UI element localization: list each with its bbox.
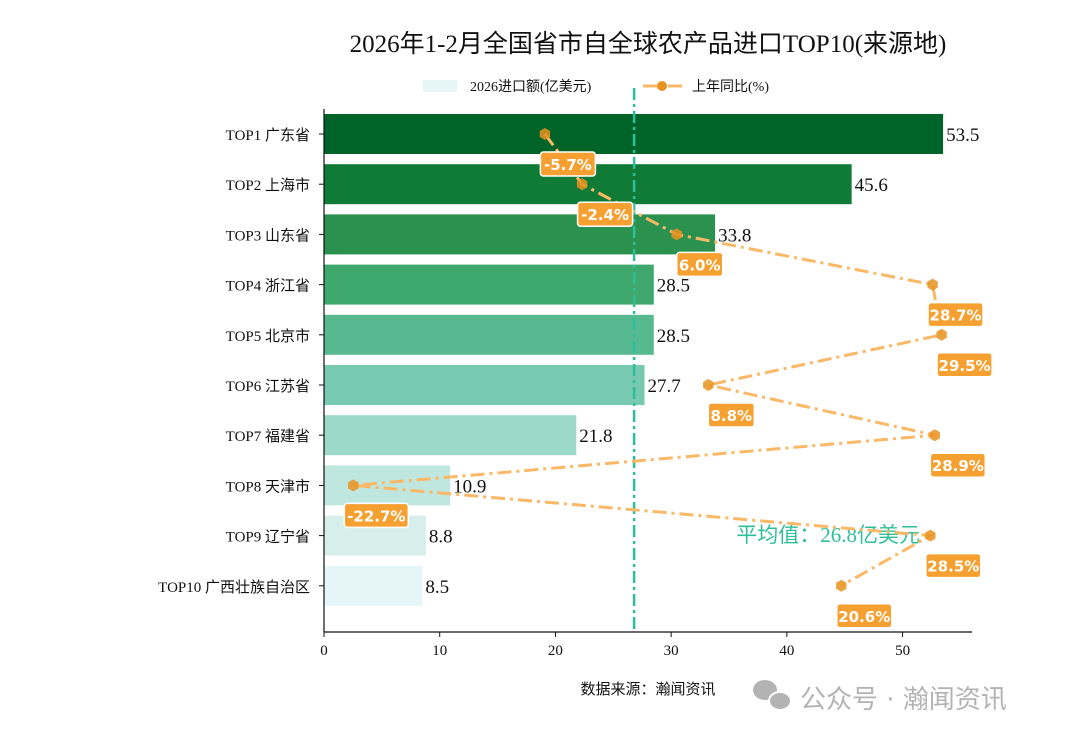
chart-title: 2026年1-2月全国省市自全球农产品进口TOP10(来源地) (350, 30, 947, 58)
y-tick-label: TOP1 广东省 (226, 127, 310, 144)
bar-value-label: 45.6 (855, 175, 888, 196)
y-tick-label: TOP5 北京市 (226, 328, 310, 345)
yoy-label-box (707, 402, 756, 428)
legend-swatch-bar (423, 80, 457, 92)
bar (324, 565, 423, 606)
x-tick-label: 0 (320, 643, 328, 659)
y-tick-label: TOP8 天津市 (226, 478, 310, 495)
yoy-marker (936, 328, 947, 341)
x-tick-label: 40 (779, 643, 794, 659)
y-tick-label: TOP10 广西壮族自治区 (158, 579, 310, 596)
yoy-label-box (927, 301, 984, 328)
yoy-marker (925, 529, 936, 542)
yoy-label: 29.5% (939, 357, 991, 375)
yoy-label-box (925, 552, 982, 579)
bar-value-label: 53.5 (946, 125, 979, 146)
yoy-marker (927, 278, 938, 291)
yoy-label-box (343, 502, 410, 529)
bar (324, 314, 654, 355)
bar-value-label: 10.9 (453, 476, 486, 497)
bar (324, 214, 716, 255)
yoy-label-box (539, 151, 597, 177)
yoy-label: 20.6% (838, 608, 890, 626)
yoy-label-box (836, 603, 893, 629)
x-tick-label: 20 (548, 643, 563, 659)
yoy-marker (929, 429, 940, 442)
y-tick-label: TOP3 山东省 (226, 227, 310, 244)
yoy-label: 8.8% (710, 407, 752, 425)
x-tick-label: 30 (664, 643, 679, 659)
legend-label-bar: 2026进口额(亿美元) (470, 79, 592, 95)
legend-marker (657, 81, 667, 91)
bar-value-label: 21.8 (579, 426, 612, 447)
yoy-marker (348, 479, 359, 492)
yoy-marker (539, 128, 551, 140)
yoy-label-box (675, 251, 724, 278)
yoy-label: -22.7% (347, 507, 405, 525)
bar (324, 264, 654, 305)
yoy-label: -2.4% (581, 206, 629, 224)
bar-value-label: 28.5 (657, 276, 690, 297)
source-note: 数据来源：瀚闻资讯 (580, 681, 715, 698)
y-tick-label: TOP6 江苏省 (226, 378, 310, 395)
average-label: 平均值：26.8亿美元 (736, 523, 920, 547)
yoy-label: 28.7% (930, 307, 982, 325)
yoy-label-box (929, 452, 987, 478)
yoy-marker (703, 379, 714, 391)
bar (324, 415, 577, 456)
watermark: 公众号 · 瀚闻资讯 (800, 685, 1007, 715)
x-tick-label: 50 (895, 643, 910, 659)
yoy-label: 28.5% (927, 558, 979, 576)
yoy-label-box (936, 352, 993, 378)
x-tick-label: 10 (432, 643, 447, 659)
yoy-label-box (576, 201, 634, 227)
y-tick-label: TOP2 上海市 (226, 177, 310, 194)
legend-label-line: 上年同比(%) (692, 79, 769, 95)
bar-value-label: 28.5 (657, 326, 690, 347)
bar-value-label: 33.8 (718, 225, 751, 246)
wechat-icon (753, 680, 792, 711)
bar (324, 465, 451, 506)
bar-value-label: 8.8 (429, 527, 453, 548)
y-tick-label: TOP4 浙江省 (226, 278, 310, 295)
yoy-label: 6.0% (679, 256, 721, 274)
bar-value-label: 8.5 (425, 577, 449, 598)
legend: 2026进口额(亿美元) 上年同比(%) (423, 79, 769, 95)
yoy-marker (836, 579, 847, 592)
y-tick-label: TOP7 福建省 (226, 428, 310, 445)
yoy-label: 28.9% (932, 457, 984, 475)
yoy-marker (671, 228, 682, 241)
y-tick-label: TOP9 辽宁省 (226, 529, 310, 546)
yoy-marker (576, 178, 588, 191)
yoy-label: -5.7% (544, 156, 592, 174)
bar-value-label: 27.7 (648, 376, 681, 397)
bar (324, 365, 645, 405)
